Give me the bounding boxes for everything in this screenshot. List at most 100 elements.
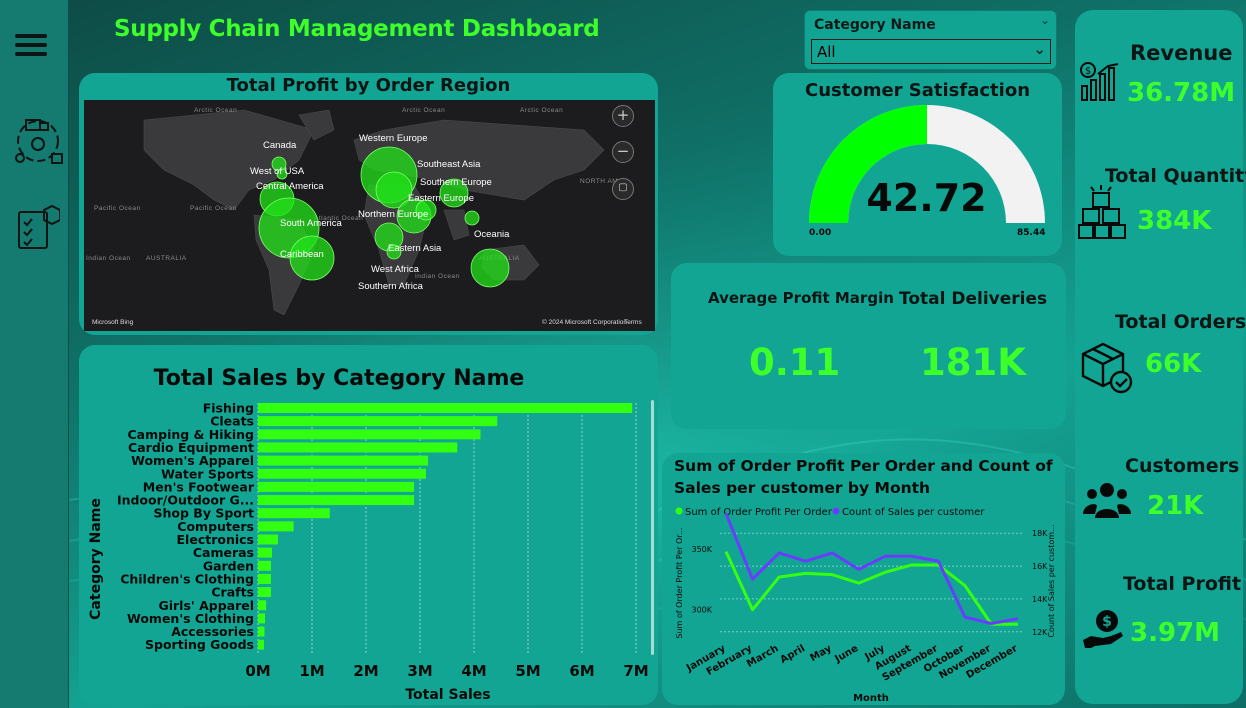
profit-sales-line-chart: Sum of Order Profit Per Order and Count …	[674, 457, 1056, 704]
region-label: Southeast Asia	[417, 159, 481, 170]
kpi-value-total-profit: 3.97M	[1130, 618, 1221, 648]
bar	[258, 495, 415, 506]
bar	[258, 429, 481, 440]
avg-profit-margin-label: Average Profit Margin	[708, 289, 894, 307]
ocean-label: Arctic Ocean	[194, 107, 238, 114]
region-label: Central America	[256, 181, 324, 192]
region-label: West Africa	[371, 264, 419, 275]
line-x-axis-title: Month	[853, 693, 889, 704]
checklist-box-icon[interactable]	[16, 204, 60, 250]
bar-category-label: Computers	[177, 519, 254, 534]
bar	[258, 587, 271, 598]
region-label: Southern Europe	[420, 177, 492, 188]
bar	[258, 613, 266, 624]
region-label: Southern Africa	[358, 281, 423, 292]
world-map[interactable]: Arctic Ocean Arctic Ocean Arctic Ocean P…	[84, 100, 655, 331]
region-label: Oceania	[474, 229, 510, 240]
bar-category-label: Women's Clothing	[127, 611, 254, 626]
kpi-label-customers: Customers	[1125, 455, 1240, 477]
bar-category-label: Cardio Equipment	[128, 440, 254, 455]
sales-bar-chart: Total Sales by Category Name Category Na…	[88, 366, 654, 703]
bar-category-label: Electronics	[177, 532, 254, 547]
legend-profit: Sum of Order Profit Per Order	[685, 507, 833, 518]
line-chart-title-line2: Sales per customer by Month	[674, 479, 930, 497]
bubble-southern-africa	[470, 248, 510, 288]
bar-category-label: Men's Footwear	[143, 479, 255, 494]
bubble-southeast-asia	[439, 178, 469, 208]
slicer-collapse-icon[interactable]: ⌄	[1039, 13, 1050, 27]
bar	[258, 600, 267, 611]
bar-category-label: Children's Clothing	[120, 571, 254, 586]
terms-link[interactable]: Terms	[624, 319, 642, 326]
bubble-southern-europe	[375, 171, 413, 209]
line-y-right-tick: 12K	[1032, 628, 1048, 637]
kpi-label-total-profit: Total Profit	[1123, 573, 1242, 595]
region-label: West of USA	[250, 166, 305, 177]
bar-category-label: Fishing	[203, 401, 254, 416]
region-label: Northern Europe	[358, 209, 429, 220]
kpi-value-customers: 21K	[1147, 491, 1204, 521]
bar	[258, 442, 458, 453]
bar-category-label: Girls' Apparel	[158, 598, 254, 613]
gauge-fill	[809, 105, 927, 223]
bar-x-tick: 7M	[623, 662, 648, 680]
ocean-label: Pacific Ocean	[190, 205, 237, 212]
line-series	[724, 512, 1019, 626]
ocean-label: AUSTRALIA	[146, 255, 187, 262]
bar-category-label: Women's Apparel	[131, 453, 254, 468]
bar-x-tick: 4M	[461, 662, 486, 680]
kpi-label-total-orders: Total Orders	[1115, 311, 1246, 333]
bar	[258, 481, 415, 492]
category-slicer[interactable]: Category Name ⌄ All ⌄	[804, 10, 1057, 70]
ocean-label: Arctic Ocean	[402, 107, 446, 114]
supply-chain-icon[interactable]	[12, 114, 66, 168]
bar	[258, 403, 633, 413]
bar-x-tick: 0M	[245, 662, 270, 680]
page-title: Supply Chain Management Dashboard	[114, 16, 600, 42]
hamburger-menu-icon[interactable]	[15, 32, 47, 58]
slicer-dropdown[interactable]: All ⌄	[811, 39, 1051, 64]
kpi-value-revenue: 36.78M	[1127, 78, 1236, 108]
bar-x-tick: 3M	[407, 662, 432, 680]
bar	[258, 521, 294, 532]
boxes-icon	[1078, 185, 1126, 239]
kpi-value-total-quantity: 384K	[1137, 206, 1212, 236]
line-y-right-title: Count of Sales per custom...	[1047, 524, 1056, 637]
zoom-in-button[interactable]: +	[612, 105, 634, 127]
map-title: Total Profit by Order Region	[226, 75, 511, 96]
ocean-label: Arctic Ocean	[520, 107, 564, 114]
bubble-eastern-europe	[415, 199, 437, 221]
bubble-west-usa	[276, 168, 288, 180]
bar-scrollbar	[651, 400, 654, 655]
bubble-caribbean	[289, 235, 335, 281]
legend-marker-profit	[675, 507, 683, 515]
bar	[258, 455, 429, 466]
bar-category-label: Camping & Hiking	[127, 427, 254, 442]
ocean-label: Indian Ocean	[415, 273, 460, 280]
gauge-chart	[809, 105, 1045, 223]
select-tool-button[interactable]: ▢	[612, 178, 634, 200]
ocean-label: NORTH AM	[580, 178, 619, 185]
bar-category-label: Cameras	[193, 545, 254, 560]
bar-category-label: Water Sports	[161, 466, 254, 481]
bar-category-label: Accessories	[171, 624, 254, 639]
region-label: Eastern Asia	[388, 243, 442, 254]
profit-bubbles	[258, 146, 510, 288]
line-y-right-tick: 14K	[1032, 595, 1048, 604]
bubble-oceania	[464, 210, 480, 226]
zoom-out-button[interactable]: −	[612, 141, 634, 163]
bar	[258, 560, 271, 571]
bar-category-label: Shop By Sport	[154, 506, 255, 521]
map-card: Total Profit by Order Region Arctic Ocea…	[79, 73, 658, 335]
region-label: South America	[280, 218, 342, 229]
gauge-min-label: 0.00	[809, 228, 832, 238]
chevron-down-icon[interactable]: ⌄	[1033, 40, 1046, 58]
bar-category-label: Indoor/Outdoor G...	[117, 493, 254, 508]
line-month-label: May	[808, 643, 834, 664]
bar-category-label: Sporting Goods	[145, 637, 254, 652]
ocean-label: Indian Ocean	[86, 255, 131, 262]
bar	[258, 639, 264, 650]
bar	[258, 547, 273, 558]
gauge-card: Customer Satisfaction 42.72 0.00 85.44	[773, 73, 1062, 256]
region-label: Western Europe	[359, 133, 428, 144]
